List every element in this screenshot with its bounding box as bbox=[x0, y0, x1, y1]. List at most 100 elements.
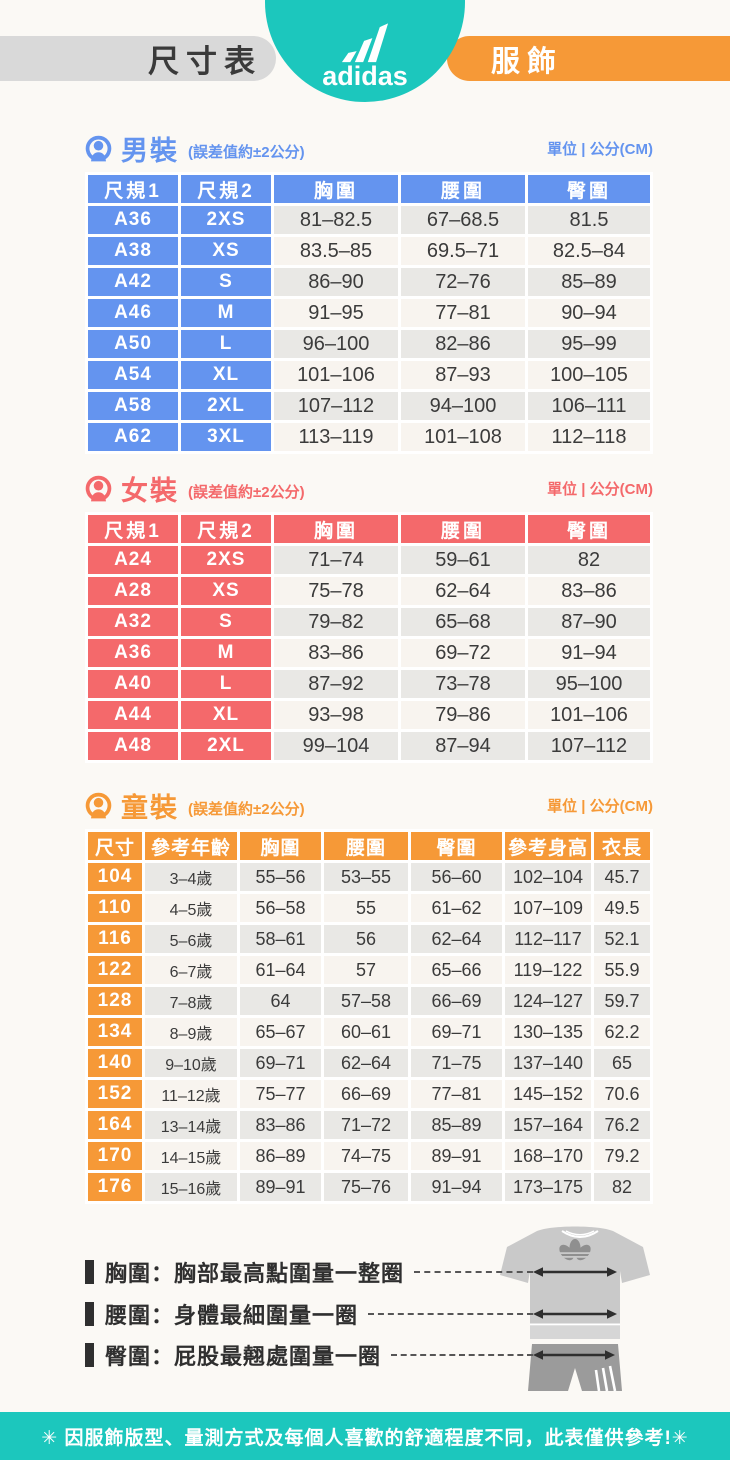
table-row: A24 2XS 71–74 59–61 82 bbox=[88, 546, 650, 574]
measurement-cell: 137–140 bbox=[505, 1049, 591, 1077]
women-col-header: 尺規2 bbox=[181, 515, 271, 543]
measurement-cell: 45.7 bbox=[594, 863, 650, 891]
measurement-cell: 99–104 bbox=[274, 732, 398, 760]
table-row: 110 4–5歲 56–58 55 61–62 107–109 49.5 bbox=[88, 894, 650, 922]
size-code-cell: A24 bbox=[88, 546, 178, 574]
size-code-cell: A40 bbox=[88, 670, 178, 698]
table-row: A36 2XS 81–82.5 67–68.5 81.5 bbox=[88, 206, 650, 234]
size-code-cell: A36 bbox=[88, 206, 178, 234]
measurement-cell: 81.5 bbox=[528, 206, 650, 234]
measurement-cell: 62–64 bbox=[411, 925, 502, 953]
measurement-cell: 52.1 bbox=[594, 925, 650, 953]
size-code-cell: 104 bbox=[88, 863, 142, 891]
measurement-cell: 56 bbox=[324, 925, 408, 953]
measurement-legend: 胸圍：胸部最高點圍量一整圈 腰圍：身體最細圍量一圈 臀圍：屁股最翹處圍量一圈 bbox=[0, 1226, 730, 1412]
measurement-cell: 87–94 bbox=[401, 732, 525, 760]
women-col-header: 尺規1 bbox=[88, 515, 178, 543]
measurement-cell: 83–86 bbox=[528, 577, 650, 605]
measurement-cell: 86–89 bbox=[240, 1142, 321, 1170]
section-title: 童裝 bbox=[121, 792, 179, 823]
table-row: 134 8–9歲 65–67 60–61 69–71 130–135 62.2 bbox=[88, 1018, 650, 1046]
measurement-cell: 69–72 bbox=[401, 639, 525, 667]
measurement-cell: 11–12歲 bbox=[145, 1080, 237, 1108]
table-row: 140 9–10歲 69–71 62–64 71–75 137–140 65 bbox=[88, 1049, 650, 1077]
measurement-cell: 55.9 bbox=[594, 956, 650, 984]
measurement-cell: 75–77 bbox=[240, 1080, 321, 1108]
measurement-cell: 101–106 bbox=[528, 701, 650, 729]
table-row: 152 11–12歲 75–77 66–69 77–81 145–152 70.6 bbox=[88, 1080, 650, 1108]
size-code-cell: M bbox=[181, 299, 271, 327]
kids-col-header: 衣長 bbox=[594, 832, 650, 860]
measurement-cell: 71–74 bbox=[274, 546, 398, 574]
size-code-cell: A42 bbox=[88, 268, 178, 296]
measurement-cell: 106–111 bbox=[528, 392, 650, 420]
table-row: 116 5–6歲 58–61 56 62–64 112–117 52.1 bbox=[88, 925, 650, 953]
measurement-cell: 173–175 bbox=[505, 1173, 591, 1201]
measurement-cell: 113–119 bbox=[274, 423, 398, 451]
measurement-cell: 65 bbox=[594, 1049, 650, 1077]
size-code-cell: 110 bbox=[88, 894, 142, 922]
size-code-cell: XS bbox=[181, 237, 271, 265]
section-title: 女裝 bbox=[121, 475, 179, 506]
section-women-header: 女裝 (誤差值約±2公分) 單位 | 公分(CM) bbox=[85, 470, 653, 506]
measurement-cell: 91–94 bbox=[528, 639, 650, 667]
measurement-cell: 57 bbox=[324, 956, 408, 984]
table-row: 176 15–16歲 89–91 75–76 91–94 173–175 82 bbox=[88, 1173, 650, 1201]
size-code-cell: 164 bbox=[88, 1111, 142, 1139]
tolerance-note: (誤差值約±2公分) bbox=[188, 143, 305, 161]
measurement-cell: 74–75 bbox=[324, 1142, 408, 1170]
table-row: 164 13–14歲 83–86 71–72 85–89 157–164 76.2 bbox=[88, 1111, 650, 1139]
measurement-cell: 71–75 bbox=[411, 1049, 502, 1077]
measurement-cell: 87–92 bbox=[274, 670, 398, 698]
measurement-cell: 95–100 bbox=[528, 670, 650, 698]
table-row: 122 6–7歲 61–64 57 65–66 119–122 55.9 bbox=[88, 956, 650, 984]
size-code-cell: M bbox=[181, 639, 271, 667]
table-row: A50 L 96–100 82–86 95–99 bbox=[88, 330, 650, 358]
person-icon bbox=[85, 475, 112, 501]
measurement-cell: 58–61 bbox=[240, 925, 321, 953]
size-code-cell: A58 bbox=[88, 392, 178, 420]
section-women: 女裝 (誤差值約±2公分) 單位 | 公分(CM) 尺規1 尺規2 胸圍 腰圍 臀圍 A2… bbox=[85, 470, 653, 763]
kids-col-header: 臀圍 bbox=[411, 832, 502, 860]
measurement-cell: 73–78 bbox=[401, 670, 525, 698]
table-row: A42 S 86–90 72–76 85–89 bbox=[88, 268, 650, 296]
measurement-cell: 66–69 bbox=[411, 987, 502, 1015]
size-code-cell: 2XS bbox=[181, 546, 271, 574]
disclaimer-bar: ✳ 因服飾版型、量測方式及每個人喜歡的舒適程度不同，此表僅供參考!✳ bbox=[0, 1412, 730, 1460]
unit-label: 單位 | 公分(CM) bbox=[547, 797, 653, 815]
category-pill: 服飾 bbox=[447, 36, 730, 81]
measurement-cell: 101–106 bbox=[274, 361, 398, 389]
measurement-cell: 89–91 bbox=[240, 1173, 321, 1201]
measurement-cell: 107–109 bbox=[505, 894, 591, 922]
measurement-cell: 82.5–84 bbox=[528, 237, 650, 265]
women-col-header: 臀圍 bbox=[528, 515, 650, 543]
measurement-cell: 65–66 bbox=[411, 956, 502, 984]
section-men: 男裝 (誤差值約±2公分) 單位 | 公分(CM) 尺規1 尺規2 胸圍 腰圍 臀圍 A3… bbox=[85, 130, 653, 454]
measurement-cell: 83–86 bbox=[274, 639, 398, 667]
measurement-cell: 49.5 bbox=[594, 894, 650, 922]
measurement-cell: 55 bbox=[324, 894, 408, 922]
measurement-cell: 62–64 bbox=[401, 577, 525, 605]
measurement-cell: 107–112 bbox=[274, 392, 398, 420]
measurement-cell: 81–82.5 bbox=[274, 206, 398, 234]
measurement-cell: 87–90 bbox=[528, 608, 650, 636]
measurement-cell: 79–86 bbox=[401, 701, 525, 729]
leader-line bbox=[414, 1271, 533, 1273]
measurement-cell: 96–100 bbox=[274, 330, 398, 358]
measurement-cell: 65–68 bbox=[401, 608, 525, 636]
size-code-cell: 122 bbox=[88, 956, 142, 984]
leader-line bbox=[368, 1313, 533, 1315]
measurement-cell: 8–9歲 bbox=[145, 1018, 237, 1046]
measurement-cell: 83–86 bbox=[240, 1111, 321, 1139]
measurement-cell: 55–56 bbox=[240, 863, 321, 891]
section-kids-header: 童裝 (誤差值約±2公分) 單位 | 公分(CM) bbox=[85, 787, 653, 823]
size-code-cell: 116 bbox=[88, 925, 142, 953]
measurement-cell: 76.2 bbox=[594, 1111, 650, 1139]
size-code-cell: 2XL bbox=[181, 732, 271, 760]
measurement-cell: 87–93 bbox=[401, 361, 525, 389]
kids-col-header: 胸圍 bbox=[240, 832, 321, 860]
measurement-cell: 75–76 bbox=[324, 1173, 408, 1201]
size-code-cell: XL bbox=[181, 361, 271, 389]
measurement-cell: 69–71 bbox=[411, 1018, 502, 1046]
